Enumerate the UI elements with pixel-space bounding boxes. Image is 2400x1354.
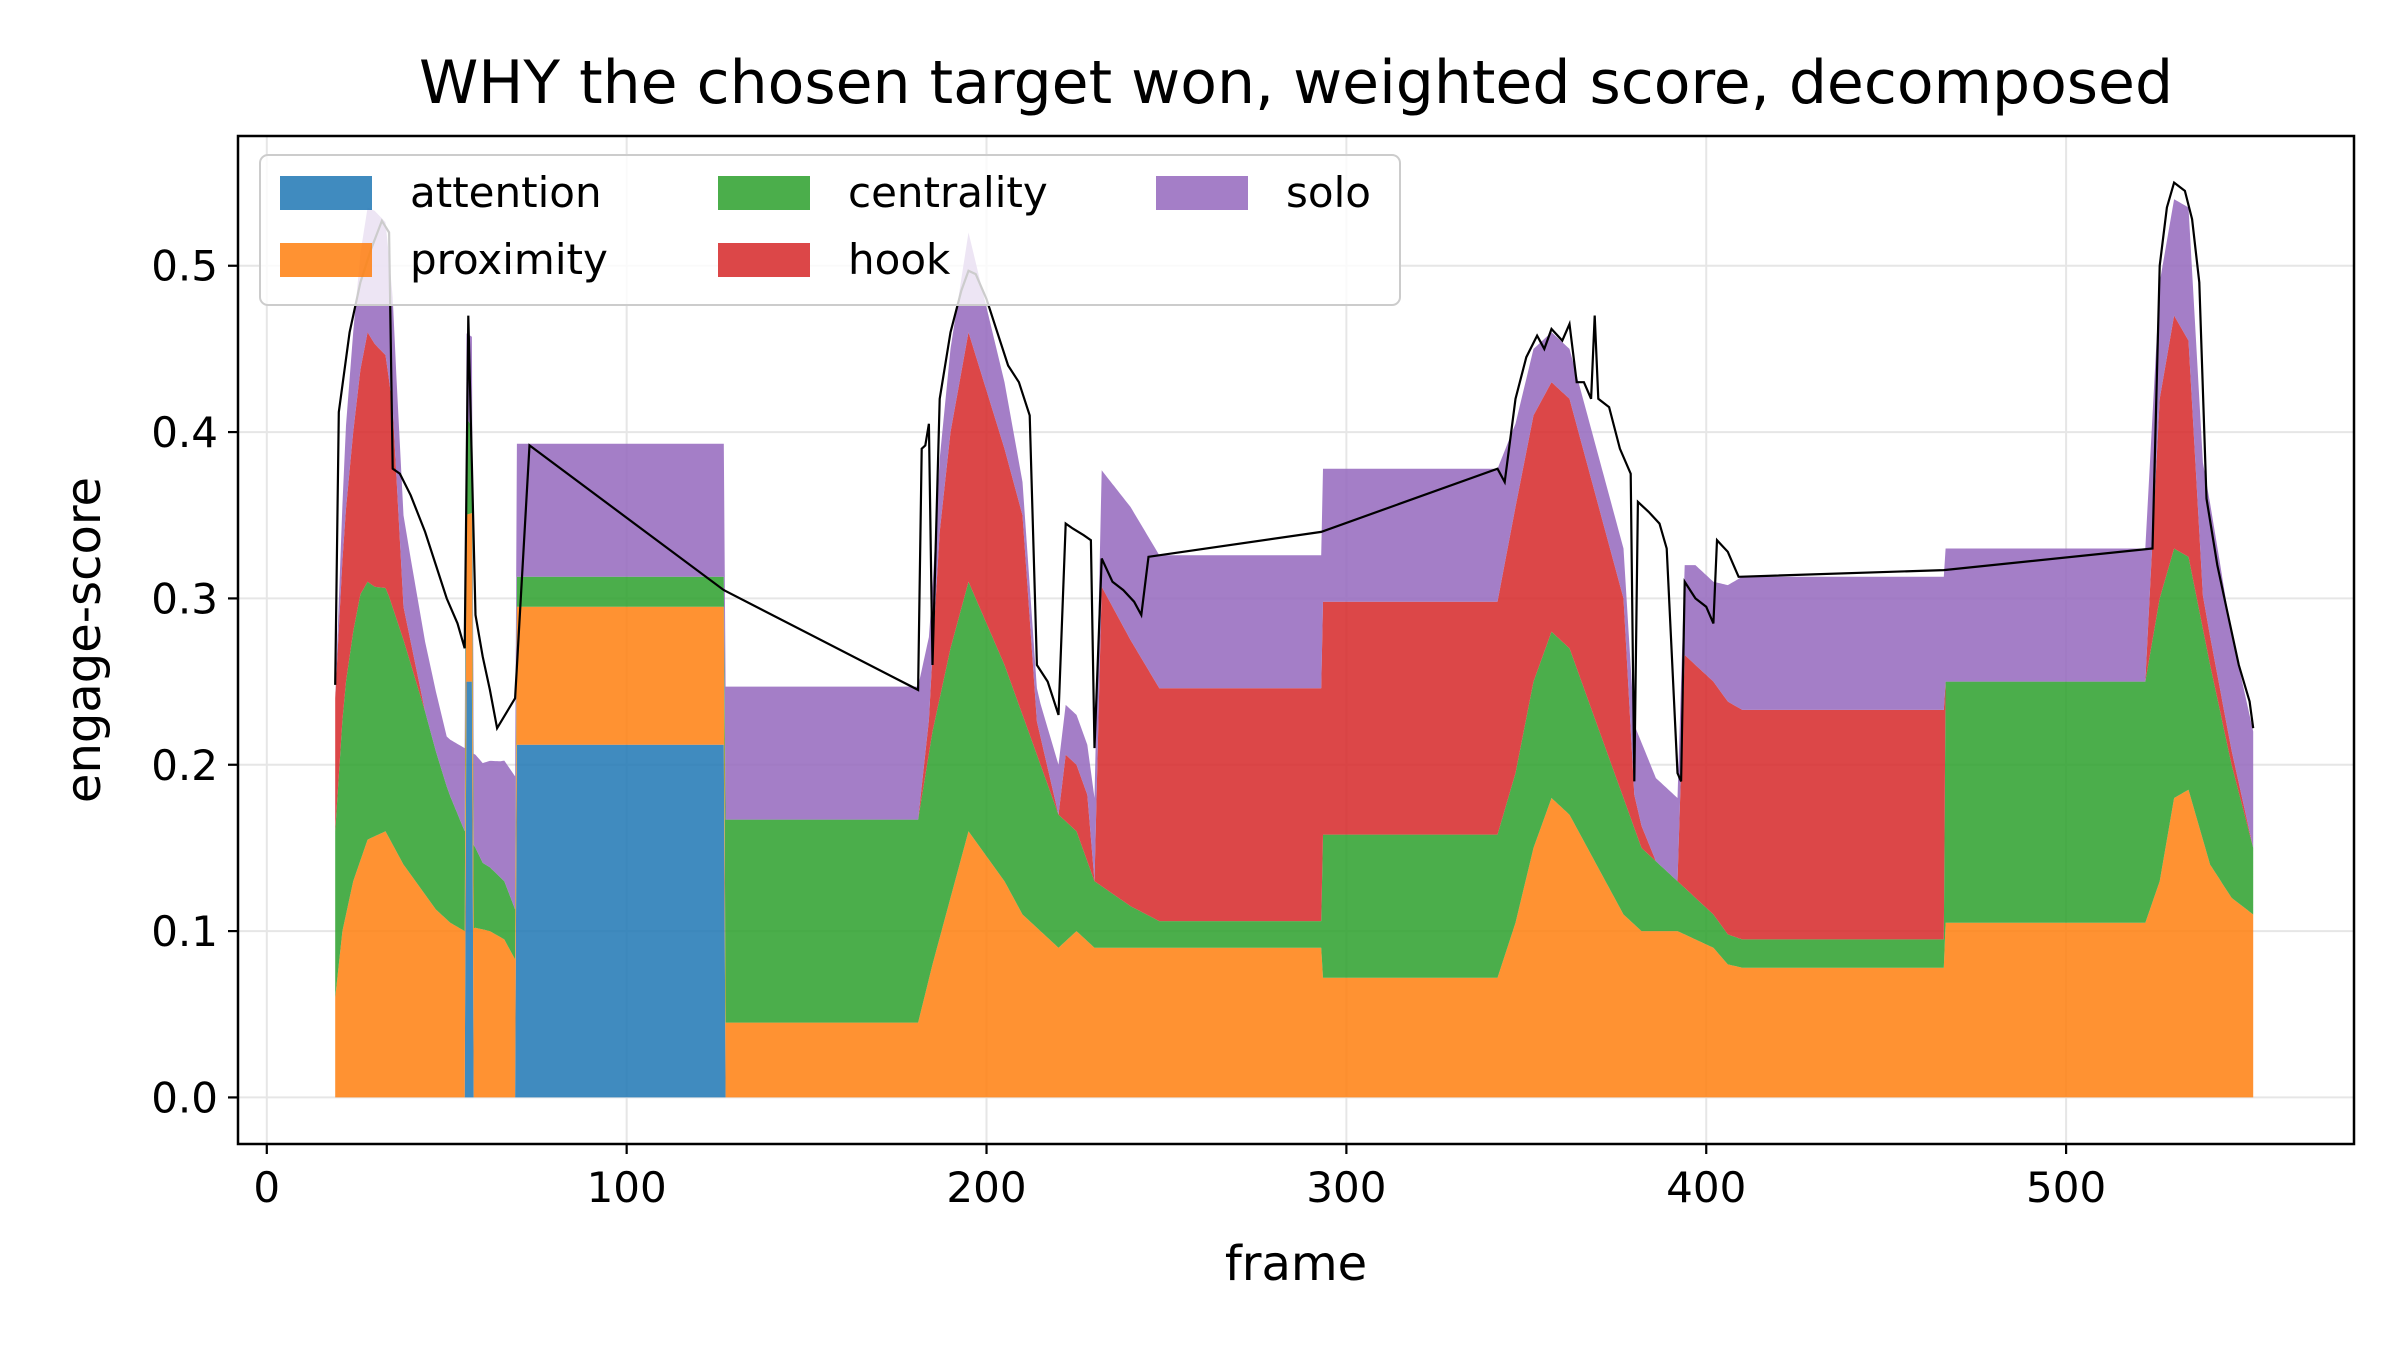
legend-swatch-proximity (280, 243, 372, 277)
x-tick-label: 400 (1666, 1163, 1746, 1212)
legend-swatch-attention (280, 176, 372, 210)
area-hook (335, 315, 2254, 940)
legend-swatch-centrality (718, 176, 810, 210)
legend: attention proximity centrality hook solo (259, 154, 1401, 306)
legend-label-centrality: centrality (848, 168, 1048, 217)
x-tick-label: 300 (1306, 1163, 1386, 1212)
y-tick-label: 0.4 (151, 408, 218, 457)
legend-swatch-solo (1156, 176, 1248, 210)
y-tick-label: 0.2 (151, 741, 218, 790)
x-tick-label: 200 (946, 1163, 1026, 1212)
area-solo (335, 199, 2254, 910)
y-tick-label: 0.1 (151, 907, 218, 956)
x-axis: 0 100 200 300 400 500 (253, 1144, 2106, 1212)
chart-title: WHY the chosen target won, weighted scor… (419, 48, 2173, 118)
x-axis-label: frame (1225, 1236, 1367, 1292)
x-tick-label: 100 (587, 1163, 667, 1212)
y-tick-label: 0.5 (151, 242, 218, 291)
x-tick-label: 0 (253, 1163, 280, 1212)
area-centrality (335, 418, 2254, 1023)
legend-swatch-hook (718, 243, 810, 277)
legend-label-attention: attention (410, 168, 602, 217)
y-tick-label: 0.0 (151, 1073, 218, 1122)
area-proximity (335, 513, 2254, 1098)
y-tick-label: 0.3 (151, 574, 218, 623)
legend-label-hook: hook (848, 235, 951, 284)
total-score-line (334, 180, 2255, 782)
plot-area (334, 180, 2255, 1098)
legend-label-solo: solo (1286, 168, 1371, 217)
x-tick-label: 500 (2026, 1163, 2106, 1212)
legend-label-proximity: proximity (410, 235, 608, 284)
plot-frame (236, 134, 2356, 1146)
y-axis-label: engage-score (56, 477, 112, 803)
legend-box (259, 154, 1401, 306)
y-axis: 0.0 0.1 0.2 0.3 0.4 0.5 (151, 242, 238, 1122)
area-attention (335, 681, 2254, 1098)
